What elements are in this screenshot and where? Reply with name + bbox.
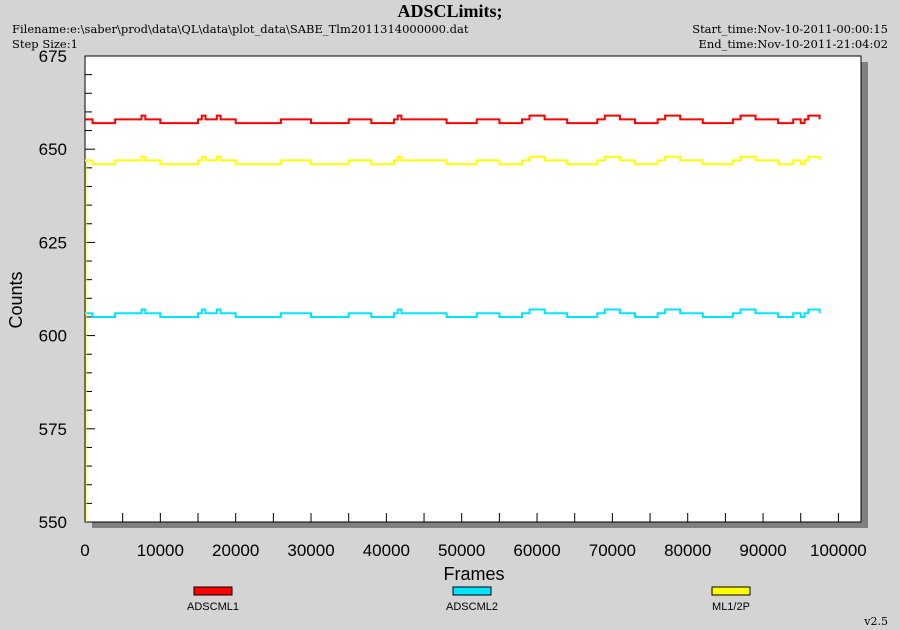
- legend-swatch: [711, 586, 751, 596]
- y-tick-label: 550: [39, 513, 67, 532]
- series-line-adscml2: [85, 308, 821, 318]
- y-tick-label: 650: [39, 140, 67, 159]
- legend-swatch: [452, 586, 492, 596]
- y-tick-label: 575: [39, 420, 67, 439]
- version-text: v2.5: [864, 615, 888, 628]
- y-axis-label: Counts: [6, 271, 26, 328]
- y-tick-label: 625: [39, 233, 67, 252]
- series-line-ml1-2p: [85, 155, 821, 166]
- y-tick-label: 600: [39, 327, 67, 346]
- end-time-text: End_time:Nov-10-2011-21:04:02: [698, 37, 889, 51]
- start-time-text: Start_time:Nov-10-2011-00:00:15: [692, 22, 888, 36]
- series-lines: [85, 114, 821, 522]
- filename-text: Filename:e:\saber\prod\data\QL\data\plot…: [12, 22, 469, 36]
- x-tick-label: 40000: [363, 541, 410, 560]
- y-tick-label: 675: [39, 47, 67, 66]
- series-line-adscml1: [85, 114, 821, 125]
- x-tick-label: 80000: [664, 541, 711, 560]
- step-size-text: Step Size:1: [12, 37, 78, 51]
- x-tick-label: 90000: [739, 541, 786, 560]
- x-tick-label: 50000: [438, 541, 485, 560]
- legend: ADSCML1 ADSCML2 ML1/2P: [187, 586, 751, 613]
- x-axis-label: Frames: [443, 564, 504, 584]
- x-tick-label: 30000: [287, 541, 334, 560]
- x-tick-label: 60000: [513, 541, 560, 560]
- x-tick-label: 70000: [589, 541, 636, 560]
- legend-label: ML1/2P: [712, 601, 750, 613]
- axis-ticks: 550 575 600 625 650 675 0 10000 20000 30000 40000 5…: [39, 47, 867, 560]
- chart-title: ADSCLimits;: [397, 1, 503, 21]
- legend-label: ADSCML1: [187, 601, 239, 613]
- legend-swatch: [193, 586, 233, 596]
- x-tick-label: 20000: [212, 541, 259, 560]
- x-tick-label: 10000: [137, 541, 184, 560]
- plot-area: [84, 55, 862, 523]
- x-tick-label: 100000: [810, 541, 867, 560]
- legend-label: ADSCML2: [446, 601, 498, 613]
- x-tick-label: 0: [80, 541, 89, 560]
